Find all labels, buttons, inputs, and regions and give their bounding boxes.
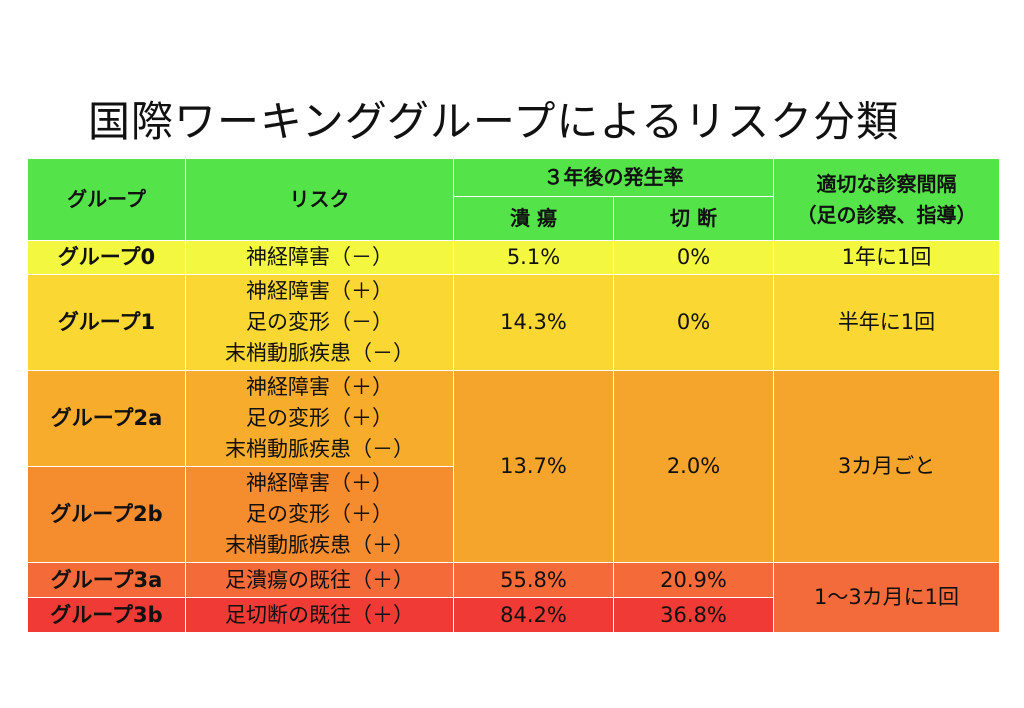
ulcer-rate: 13.7% xyxy=(453,370,614,563)
table-row-group3a: グループ3a 足潰瘍の既往（＋） 55.8% 20.9% 1～3カ月に1回 xyxy=(27,562,1000,633)
header-ulcer: 潰 瘍 xyxy=(453,196,614,241)
risk-item: 末梢動脈疾患（＋） xyxy=(225,533,414,557)
group-label: グループ2a xyxy=(27,370,186,467)
group-label: グループ3a xyxy=(27,562,186,598)
group-label: グループ1 xyxy=(27,274,186,371)
risk-item: 神経障害（＋） xyxy=(246,279,393,303)
risk-item: 神経障害（＋） xyxy=(246,375,393,399)
group-label: グループ0 xyxy=(27,240,186,275)
ulcer-rate: 84.2% xyxy=(453,597,614,633)
header-risk: リスク xyxy=(185,158,454,241)
risk-item: 足潰瘍の既往（＋） xyxy=(225,567,414,592)
ulcer-rate: 14.3% xyxy=(453,274,614,371)
amputation-rate: 20.9% xyxy=(613,562,774,598)
header-group: グループ xyxy=(27,158,186,241)
table-row-group2a: グループ2a 神経障害（＋） 足の変形（＋） 末梢動脈疾患（－） 13.7% 2… xyxy=(27,370,1000,563)
risk-item: 末梢動脈疾患（－） xyxy=(225,437,414,461)
risk-cell: 神経障害（＋） 足の変形（＋） 末梢動脈疾患（－） xyxy=(185,370,454,467)
group-label: グループ2b xyxy=(27,466,186,563)
exam-interval: 1年に1回 xyxy=(773,240,1000,275)
risk-cell: 神経障害（＋） 足の変形（＋） 末梢動脈疾患（＋） xyxy=(185,466,454,563)
risk-item: 足の変形（＋） xyxy=(246,502,393,526)
risk-item: 足の変形（＋） xyxy=(246,406,393,430)
risk-cell: 神経障害（－） xyxy=(185,240,454,275)
table-row-group0: グループ0 神経障害（－） 5.1% 0% 1年に1回 xyxy=(27,240,1000,275)
ulcer-rate: 55.8% xyxy=(453,562,614,598)
exam-interval: 1～3カ月に1回 xyxy=(773,562,1000,633)
risk-cell: 神経障害（＋） 足の変形（－） 末梢動脈疾患（－） xyxy=(185,274,454,371)
amputation-rate: 2.0% xyxy=(613,370,774,563)
header-row-2: 潰 瘍 切 断 xyxy=(28,196,1000,241)
risk-classification-table: グループ リスク ３年後の発生率 適切な診察間隔 （足の診察、指導） 潰 瘍 切… xyxy=(27,158,1000,633)
group-label: グループ3b xyxy=(27,597,186,633)
risk-cell: 足潰瘍の既往（＋） xyxy=(185,562,454,598)
header-row-1: グループ リスク ３年後の発生率 適切な診察間隔 （足の診察、指導） xyxy=(27,158,1000,241)
risk-item: 足切断の既往（＋） xyxy=(225,602,414,627)
header-interval-line1: 適切な診察間隔 xyxy=(816,171,957,196)
risk-item: 末梢動脈疾患（－） xyxy=(225,341,414,365)
amputation-rate: 0% xyxy=(613,274,774,371)
risk-item: 足の変形（－） xyxy=(246,310,393,334)
risk-item: 神経障害（＋） xyxy=(246,471,393,495)
slide-title: 国際ワーキンググループによるリスク分類 xyxy=(88,97,900,146)
amputation-rate: 0% xyxy=(613,240,774,275)
exam-interval: 半年に1回 xyxy=(773,274,1000,371)
table-row-group2b: グループ2b 神経障害（＋） 足の変形（＋） 末梢動脈疾患（＋） xyxy=(27,466,1000,563)
risk-cell: 足切断の既往（＋） xyxy=(185,597,454,633)
header-rate-3y: ３年後の発生率 xyxy=(453,158,774,197)
table-row-group1: グループ1 神経障害（＋） 足の変形（－） 末梢動脈疾患（－） 14.3% 0%… xyxy=(27,274,1000,371)
exam-interval: 3カ月ごと xyxy=(773,370,1000,563)
risk-item: 神経障害（－） xyxy=(246,245,393,269)
header-amputation: 切 断 xyxy=(613,196,774,241)
header-interval-line2: （足の診察、指導） xyxy=(796,202,977,227)
table-row-group3b: グループ3b 足切断の既往（＋） 84.2% 36.8% xyxy=(27,597,1000,633)
ulcer-rate: 5.1% xyxy=(453,240,614,275)
amputation-rate: 36.8% xyxy=(613,597,774,633)
header-interval: 適切な診察間隔 （足の診察、指導） xyxy=(773,158,1000,241)
